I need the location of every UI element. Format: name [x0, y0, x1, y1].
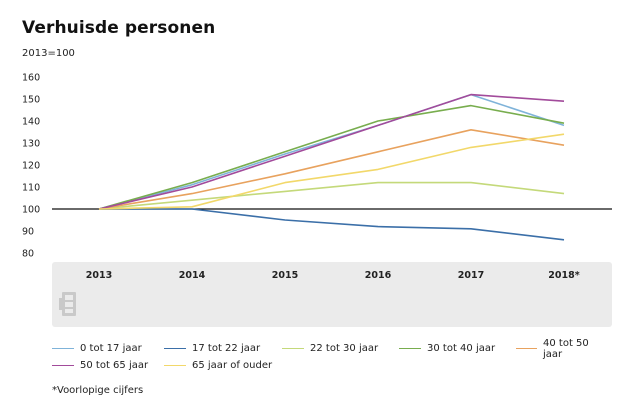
y-tick-label: 100 — [22, 205, 40, 216]
y-tick-label: 150 — [22, 95, 40, 106]
y-tick-label: 110 — [22, 183, 40, 194]
legend-item: 22 tot 30 jaar — [282, 343, 399, 354]
legend-row: 50 tot 65 jaar 65 jaar of ouder — [52, 357, 622, 374]
y-tick-label: 80 — [22, 249, 34, 260]
x-tick-label: 2015 — [272, 270, 298, 281]
legend-label: 50 tot 65 jaar — [80, 360, 149, 371]
series-line-1 — [98, 93, 565, 210]
x-tick-label: 2016 — [365, 270, 392, 281]
plot-background-band — [52, 262, 612, 327]
x-tick-label: 2013 — [86, 270, 112, 281]
cbs-logo-icon — [59, 292, 76, 316]
series-line-3 — [98, 181, 565, 210]
legend-label: 65 jaar of ouder — [192, 360, 273, 371]
series-line-2 — [99, 208, 565, 241]
legend-label: 30 tot 40 jaar — [427, 343, 496, 354]
legend-swatch — [164, 348, 186, 349]
legend-label: 17 tot 22 jaar — [192, 343, 261, 354]
footnote: *Voorlopige cijfers — [52, 385, 144, 396]
legend-item: 30 tot 40 jaar — [399, 343, 516, 354]
legend-swatch — [52, 348, 74, 349]
legend-item: 65 jaar of ouder — [164, 360, 304, 371]
series-line-6 — [98, 93, 565, 210]
legend-item: 17 tot 22 jaar — [164, 343, 282, 354]
legend-swatch — [516, 348, 537, 349]
legend-label: 0 tot 17 jaar — [80, 343, 142, 354]
x-axis: 2013 2014 2015 2016 2017 2018* — [86, 270, 580, 281]
series-lines — [98, 93, 565, 241]
x-tick-label: 2017 — [458, 270, 484, 281]
legend-row: 0 tot 17 jaar 17 tot 22 jaar 22 tot 30 jaa… — [52, 338, 622, 360]
legend-item: 0 tot 17 jaar — [52, 343, 164, 354]
chart-subtitle: 2013=100 — [22, 48, 75, 59]
legend: 0 tot 17 jaar 17 tot 22 jaar 22 tot 30 jaa… — [52, 338, 622, 374]
y-tick-label: 90 — [22, 227, 34, 238]
y-tick-label: 140 — [22, 117, 40, 128]
chart-title: Verhuisde personen — [22, 18, 216, 38]
legend-swatch — [52, 365, 74, 366]
x-tick-label: 2014 — [179, 270, 206, 281]
series-line-7 — [98, 133, 565, 210]
legend-swatch — [164, 365, 186, 366]
legend-item: 40 tot 50 jaar — [516, 338, 608, 360]
y-tick-label: 120 — [22, 161, 40, 172]
legend-item: 50 tot 65 jaar — [52, 360, 164, 371]
legend-label: 40 tot 50 jaar — [543, 337, 589, 360]
legend-swatch — [399, 348, 421, 349]
y-tick-label: 160 — [22, 73, 40, 84]
legend-swatch — [282, 348, 304, 349]
x-tick-label: 2018* — [548, 270, 579, 281]
legend-label: 22 tot 30 jaar — [310, 343, 379, 354]
series-line-4 — [98, 104, 565, 210]
series-line-5 — [98, 129, 565, 210]
y-tick-label: 130 — [22, 139, 40, 150]
